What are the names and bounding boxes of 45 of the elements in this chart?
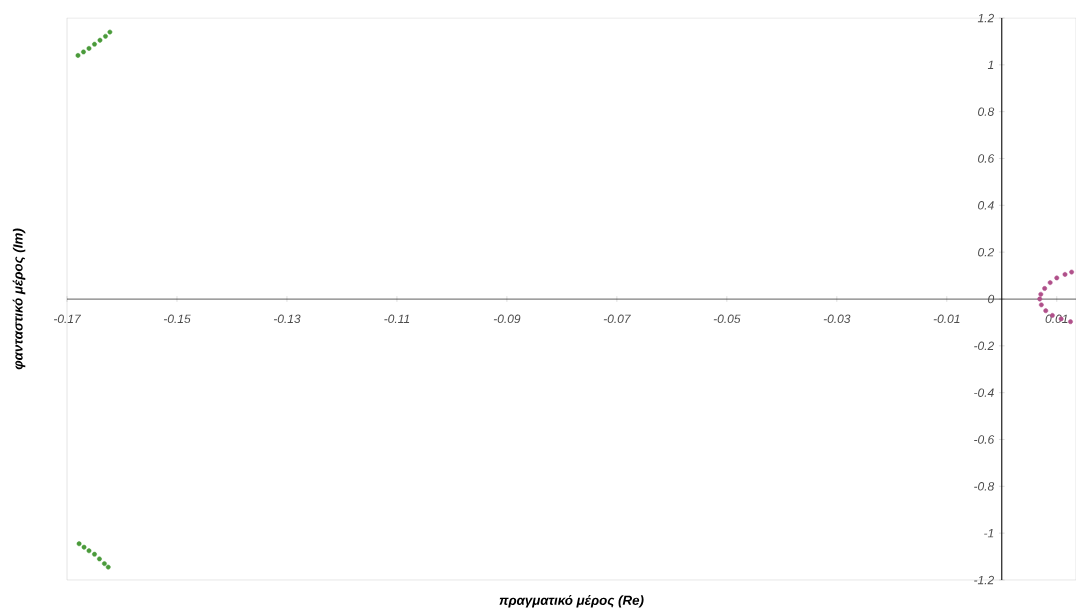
y-tick-label: 0: [988, 294, 995, 304]
point: [81, 49, 86, 55]
y-tick-label: 0.2: [978, 247, 995, 257]
y-tick-label: -0.4: [974, 388, 994, 397]
point: [1043, 308, 1049, 314]
y-tick-label: -1.2: [974, 575, 995, 585]
point: [92, 41, 97, 47]
y-tick-label: 0.6: [978, 154, 995, 163]
x-axis-title: πραγματικό μέρος (Re): [499, 595, 644, 608]
x-tick-label: -0.13: [273, 314, 301, 324]
point: [86, 46, 92, 51]
x-tick-label: -0.11: [384, 314, 410, 324]
y-tick-label: -0.2: [974, 341, 995, 351]
y-tick-label: 0.4: [978, 201, 994, 210]
point: [101, 561, 107, 567]
y-tick-label: -0.6: [974, 435, 995, 444]
y-tick-label: 1.2: [977, 13, 995, 23]
point: [107, 29, 113, 35]
y-tick-label: -0.8: [974, 482, 995, 491]
point: [1037, 296, 1043, 302]
point: [1054, 275, 1060, 281]
point: [81, 544, 87, 550]
y-tick-label: 0.8: [978, 107, 995, 116]
point: [1047, 280, 1053, 286]
point: [1038, 302, 1044, 308]
x-tick-label: -0.15: [163, 314, 191, 324]
x-tick-label: -0.03: [823, 314, 851, 324]
x-tick-label: -0.17: [53, 314, 82, 324]
y-tick-label: 1: [987, 60, 994, 69]
point: [105, 564, 111, 570]
x-tick-label: -0.07: [603, 314, 631, 324]
x-tick-label: -0.01: [933, 314, 960, 324]
point: [92, 551, 97, 557]
point: [97, 556, 102, 562]
x-tick-label: -0.09: [493, 314, 521, 324]
point: [1042, 286, 1048, 291]
y-tick-label: -1: [984, 529, 994, 538]
point: [103, 33, 108, 39]
y-axis-title: φανταστικό μέρος (Im): [12, 228, 26, 370]
point: [76, 541, 82, 547]
x-tick-label: -0.05: [713, 314, 741, 324]
point: [86, 548, 92, 554]
point: [97, 37, 103, 43]
point: [75, 53, 81, 58]
point: [1038, 291, 1044, 297]
